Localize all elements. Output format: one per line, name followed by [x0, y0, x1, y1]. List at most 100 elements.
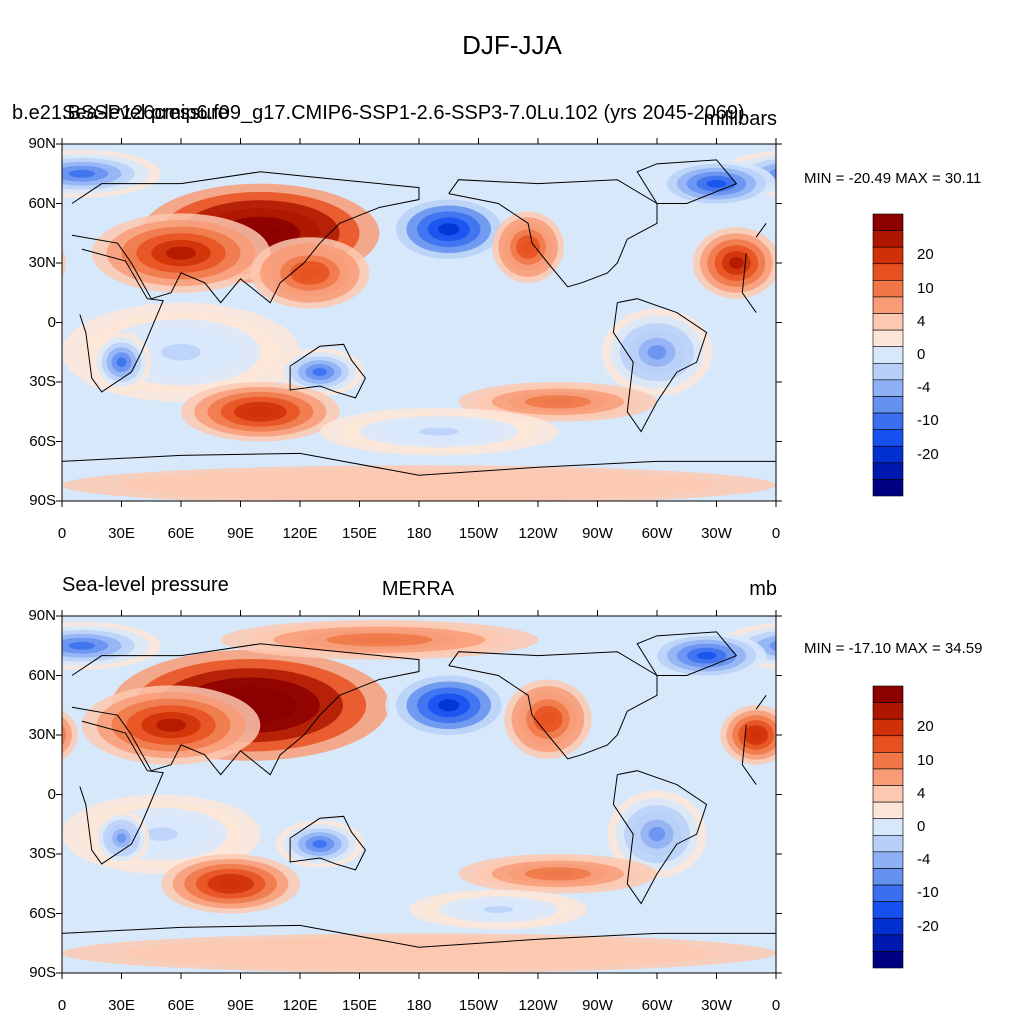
panel2-min-max: MIN = -17.10 MAX = 34.59 — [804, 640, 983, 657]
panel1-field — [62, 144, 776, 501]
panel1-xtick-label-4: 120E — [282, 525, 318, 542]
panel2-ytick-label-3: 0 — [47, 785, 56, 803]
panel1-xtick-label-2: 60E — [167, 525, 195, 542]
panel2-coastline-0 — [79, 720, 757, 865]
panel1-units: millibars — [703, 108, 777, 130]
panel2-colorbar-segment-2 — [872, 718, 904, 737]
panel2-xtick-label-4: 120E — [282, 997, 318, 1014]
panel1-xtick-label-7: 150W — [458, 525, 499, 542]
panel2-colorbar-label-0: 20 — [917, 718, 934, 736]
panel2-feature-15-band-5 — [359, 949, 479, 957]
panel2-xtick-label-8: 120W — [518, 997, 558, 1014]
panel1-colorbar-segment-2 — [872, 246, 904, 265]
panel2-colorbar-segment-7 — [872, 801, 904, 820]
panel1-feature-13-band-5 — [541, 398, 575, 406]
panel1-xtick-label-1: 30E — [108, 525, 135, 542]
panel1-xtick-label-8: 120W — [518, 525, 558, 542]
panel2-feature-5-wrapl-2 — [62, 724, 66, 746]
panel1-ytick-label-1: 60N — [28, 194, 56, 212]
panel2-xtick-label-0: 0 — [57, 997, 67, 1014]
panel1-feature-7-band-5 — [706, 179, 727, 188]
panel1-coastline-6 — [62, 452, 776, 476]
panel2-xtick-label-3: 90E — [227, 997, 254, 1014]
panel1-colorbar-segment-5 — [872, 296, 904, 314]
panel2-ytick-label-1: 60N — [28, 666, 56, 684]
panel1-feature-14-band-5 — [419, 427, 459, 436]
panel2-map — [56, 610, 904, 979]
panel1-ytick-label-4: 30S — [29, 373, 56, 390]
panel1-xtick-label-12: 0 — [771, 525, 781, 542]
panel2-feature-2-band-5 — [156, 718, 186, 732]
panel1-feature-1-band-5 — [166, 246, 196, 260]
panel2-colorbar-segment-1 — [872, 702, 904, 720]
panel2-colorbar-label-3: 0 — [917, 818, 926, 835]
panel1-xtick-label-9: 90W — [582, 525, 613, 542]
panel2-colorbar-segment-5 — [872, 768, 904, 786]
panel2-feature-9-band-5 — [116, 833, 127, 843]
panel1-colorbar-segment-12 — [872, 412, 904, 430]
panel1-ytick-label-6: 90S — [29, 492, 56, 509]
panel2-coastline-3 — [448, 651, 658, 760]
panel1-coastline-1 — [71, 171, 767, 304]
panel2-left-title: Sea-level pressure — [62, 574, 229, 596]
panel2-ytick-label-2: 30N — [28, 726, 56, 743]
panel1-feature-3-band-5 — [438, 223, 460, 236]
panel2-feature-6-wrap-4 — [769, 640, 776, 651]
panel2-colorbar-segment-16 — [872, 951, 904, 969]
panel1-coastline-0 — [79, 248, 757, 393]
panel2-field — [62, 616, 776, 973]
panel2-xtick-label-2: 60E — [167, 997, 195, 1014]
panel1-colorbar-segment-9 — [872, 362, 904, 381]
panel1-colorbar-label-4: -4 — [917, 379, 931, 397]
panel1-xtick-label-3: 90E — [227, 525, 254, 542]
panel1-feature-8-band-5 — [161, 343, 201, 361]
panel1-ytick-label-3: 0 — [47, 313, 56, 331]
panel1-feature-6-wrap-4 — [769, 168, 776, 179]
panel2-colorbar-segment-9 — [872, 834, 904, 853]
panel2-colorbar-segment-13 — [872, 901, 904, 919]
panel1-map — [56, 138, 904, 507]
panel1-xtick-label-0: 0 — [57, 525, 67, 542]
panel1-colorbar-segment-3 — [872, 263, 904, 281]
panel2-colorbar-segment-8 — [872, 818, 904, 836]
panel2-feature-5-band-5 — [750, 730, 763, 740]
panel1-colorbar-segment-14 — [872, 445, 904, 464]
panel1-colorbar-segment-8 — [872, 346, 904, 364]
panel2-xtick-label-9: 90W — [582, 997, 613, 1014]
panel1-colorbar-segment-1 — [872, 230, 904, 248]
panel2-feature-11-band-5 — [648, 826, 666, 842]
panel1-ytick-label-2: 30N — [28, 254, 56, 271]
panel2-coastline-6 — [62, 924, 776, 948]
panel2-feature-5-wrapl-1 — [62, 716, 72, 754]
panel2-coastline-1 — [71, 643, 767, 776]
panel1-colorbar-label-1: 10 — [917, 279, 934, 297]
panel1-colorbar-segment-13 — [872, 429, 904, 447]
panel2-feature-3-band-5 — [438, 699, 460, 712]
panel2-coastline-5 — [636, 631, 738, 676]
panel2-feature-6-band-5 — [68, 641, 96, 650]
panel1-colorbar-segment-6 — [872, 313, 904, 331]
panel1-colorbar-label-5: -10 — [917, 412, 939, 430]
panel2-feature-7-band-5 — [696, 651, 717, 660]
panel1-colorbar-segment-16 — [872, 479, 904, 497]
panel2-xtick-label-7: 150W — [458, 997, 499, 1014]
panel1-feature-12-band-5 — [247, 406, 274, 417]
panel2-colorbar-segment-12 — [872, 884, 904, 902]
panel1-colorbar-label-0: 20 — [917, 246, 934, 264]
panel2-center-title: MERRA — [381, 578, 455, 600]
panel1-feature-10-band-5 — [312, 368, 328, 377]
panel2-coastline-2 — [289, 815, 367, 871]
panel2-feature-13-band-5 — [541, 870, 575, 878]
panel1-feature-5-wrapl-0 — [62, 248, 66, 278]
panel2-colorbar-label-2: 4 — [917, 784, 926, 802]
panel1-feature-9-band-5 — [116, 357, 127, 368]
panel1-feature-15-band-5 — [359, 481, 479, 489]
panel1-colorbar-label-6: -20 — [917, 445, 939, 463]
panel1-feature-2-band-5 — [300, 266, 320, 279]
panel2-feature-12-band-5 — [219, 878, 243, 889]
panel1-colorbar-segment-4 — [872, 280, 904, 298]
panel1-feature-6-band-5 — [68, 169, 96, 178]
panel1-left-title: b.e21.BSSP126cmip6.f09_g17.CMIP6-SSP1-2.… — [12, 102, 745, 124]
panel1-coastline-5 — [636, 159, 738, 204]
